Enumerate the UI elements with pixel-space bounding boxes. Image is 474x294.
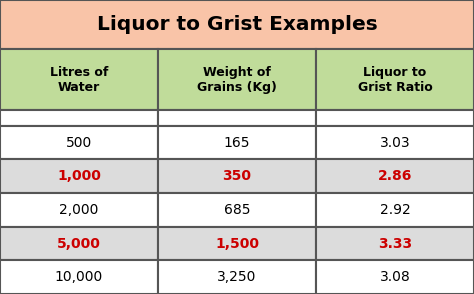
Bar [158,126,316,159]
Bar [316,126,474,159]
Text: 2.86: 2.86 [378,169,412,183]
Text: Liquor to Grist Examples: Liquor to Grist Examples [97,15,377,34]
Text: 685: 685 [224,203,250,217]
Bar [0,110,158,126]
Bar [316,159,474,193]
Bar [0,126,158,159]
Bar [316,193,474,227]
Bar [0,0,474,49]
Bar [158,110,316,126]
Text: Liquor to
Grist Ratio: Liquor to Grist Ratio [357,66,432,93]
Text: 2,000: 2,000 [59,203,99,217]
Text: 350: 350 [222,169,252,183]
Text: 5,000: 5,000 [57,237,101,250]
Bar [158,49,316,110]
Bar [316,49,474,110]
Text: 3,250: 3,250 [217,270,257,284]
Text: 500: 500 [66,136,92,150]
Bar [158,227,316,260]
Text: 1,500: 1,500 [215,237,259,250]
Bar [0,260,158,294]
Text: Litres of
Water: Litres of Water [50,66,108,93]
Bar [0,49,158,110]
Text: Weight of
Grains (Kg): Weight of Grains (Kg) [197,66,277,93]
Bar [0,193,158,227]
Bar [158,260,316,294]
Bar [316,227,474,260]
Bar [316,260,474,294]
Bar [158,193,316,227]
Text: 165: 165 [224,136,250,150]
Text: 3.03: 3.03 [380,136,410,150]
Bar [158,159,316,193]
Text: 3.33: 3.33 [378,237,412,250]
Text: 1,000: 1,000 [57,169,101,183]
Bar [0,159,158,193]
Text: 3.08: 3.08 [380,270,410,284]
Bar [0,227,158,260]
Bar [316,110,474,126]
Text: 10,000: 10,000 [55,270,103,284]
Text: 2.92: 2.92 [380,203,410,217]
